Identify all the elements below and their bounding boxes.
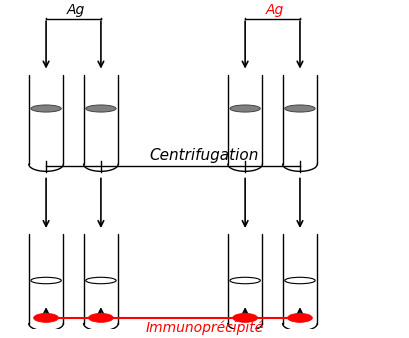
Ellipse shape (31, 105, 61, 112)
Ellipse shape (285, 277, 315, 284)
Ellipse shape (230, 277, 260, 284)
Ellipse shape (31, 277, 61, 284)
Ellipse shape (288, 313, 312, 322)
Ellipse shape (230, 105, 260, 112)
Ellipse shape (34, 313, 58, 322)
Text: Immunoprécipité: Immunoprécipité (145, 320, 264, 335)
Text: Centrifugation: Centrifugation (150, 148, 259, 163)
Text: Ag: Ag (66, 3, 85, 17)
Ellipse shape (86, 277, 116, 284)
Ellipse shape (285, 105, 315, 112)
Text: Ag: Ag (265, 3, 284, 17)
Ellipse shape (233, 313, 258, 322)
Ellipse shape (86, 105, 116, 112)
Ellipse shape (88, 313, 113, 322)
